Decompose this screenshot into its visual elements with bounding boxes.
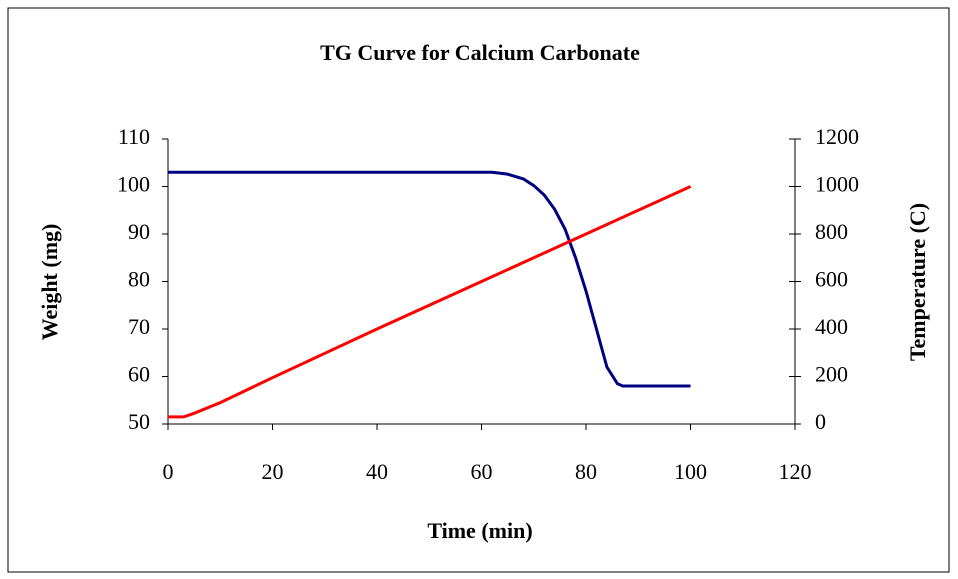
y-tick-label: 100 (117, 172, 150, 197)
chart-frame (7, 7, 950, 573)
x-tick-label: 40 (366, 459, 388, 484)
x-axis-title: Time (min) (427, 518, 532, 543)
y2-axis-title: Temperature (C) (905, 203, 930, 361)
y2-tick-label: 400 (815, 314, 848, 339)
x-tick-label: 80 (575, 459, 597, 484)
y2-tick-label: 800 (815, 219, 848, 244)
data-line (168, 170, 691, 388)
y-tick-label: 110 (118, 124, 150, 149)
y-tick-label: 90 (128, 219, 150, 244)
x-tick-label: 120 (779, 459, 812, 484)
x-tick-label: 20 (262, 459, 284, 484)
y-tick-label: 70 (128, 314, 150, 339)
y-tick-label: 60 (128, 362, 150, 387)
y-tick-label: 80 (128, 267, 150, 292)
x-tick-label: 60 (471, 459, 493, 484)
y2-tick-label: 600 (815, 267, 848, 292)
x-tick-label: 0 (163, 459, 174, 484)
y2-tick-label: 0 (815, 409, 826, 434)
y-tick-label: 50 (128, 409, 150, 434)
data-line (168, 185, 692, 419)
y2-tick-label: 1000 (815, 172, 859, 197)
y2-tick-label: 200 (815, 362, 848, 387)
y-axis-title: Weight (mg) (37, 224, 62, 341)
chart-title: TG Curve for Calcium Carbonate (320, 40, 640, 65)
x-tick-label: 100 (674, 459, 707, 484)
y2-tick-label: 1200 (815, 124, 859, 149)
